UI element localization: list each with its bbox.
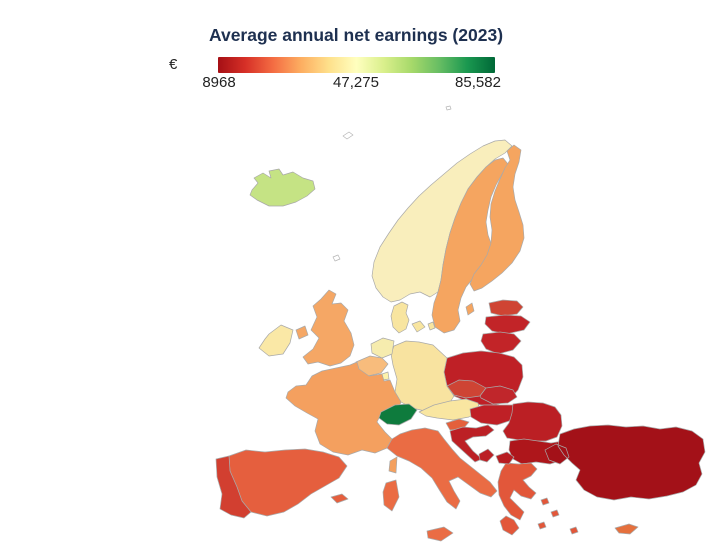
- country-latvia[interactable]: Latvia: [484, 314, 531, 335]
- country-italy[interactable]: Italy: [382, 427, 498, 542]
- legend-gradient-bar: [218, 57, 495, 73]
- legend-unit-label: €: [169, 56, 178, 73]
- country-switzerland[interactable]: Switzerland: [378, 403, 418, 426]
- country-spain[interactable]: Spain: [228, 448, 349, 517]
- country-lithuania[interactable]: Lithuania: [480, 331, 522, 355]
- chart-title: Average annual net earnings (2023): [208, 25, 504, 45]
- legend-min-label: 8968: [202, 74, 236, 91]
- country-croatia[interactable]: Croatia: [449, 424, 495, 463]
- country-portugal[interactable]: Portugal: [215, 455, 252, 519]
- country-norway[interactable]: Norway: [371, 139, 513, 303]
- country-sweden[interactable]: Sweden: [431, 157, 509, 334]
- legend: € 8968 47,275 85,582: [0, 0, 720, 95]
- country-united-kingdom[interactable]: United Kingdom: [295, 289, 355, 367]
- country-north-macedonia[interactable]: North Macedonia: [495, 451, 515, 465]
- country-montenegro[interactable]: Montenegro: [478, 448, 495, 463]
- country-turkiye[interactable]: Turkiye: [544, 424, 706, 501]
- country-denmark[interactable]: Denmark: [390, 301, 436, 334]
- country-cyprus[interactable]: Cyprus: [614, 523, 639, 535]
- country-romania[interactable]: Romania: [502, 401, 563, 442]
- island-outline-jan-mayen: [342, 131, 354, 140]
- country-estonia[interactable]: Estonia: [488, 299, 524, 317]
- country-ireland[interactable]: Ireland: [258, 324, 294, 357]
- country-netherlands[interactable]: Netherlands: [370, 337, 395, 359]
- country-iceland[interactable]: Iceland: [249, 168, 316, 207]
- legend-max-label: 85,582: [455, 74, 501, 91]
- country-finland[interactable]: Finland: [469, 144, 525, 292]
- island-outline-north: [445, 105, 452, 111]
- island-outline-faroe: [332, 254, 341, 262]
- country-greece[interactable]: Greece: [497, 462, 579, 536]
- country-slovakia[interactable]: Slovakia: [479, 385, 518, 405]
- legend-mid-label: 47,275: [333, 74, 379, 91]
- country-france[interactable]: France: [285, 361, 402, 474]
